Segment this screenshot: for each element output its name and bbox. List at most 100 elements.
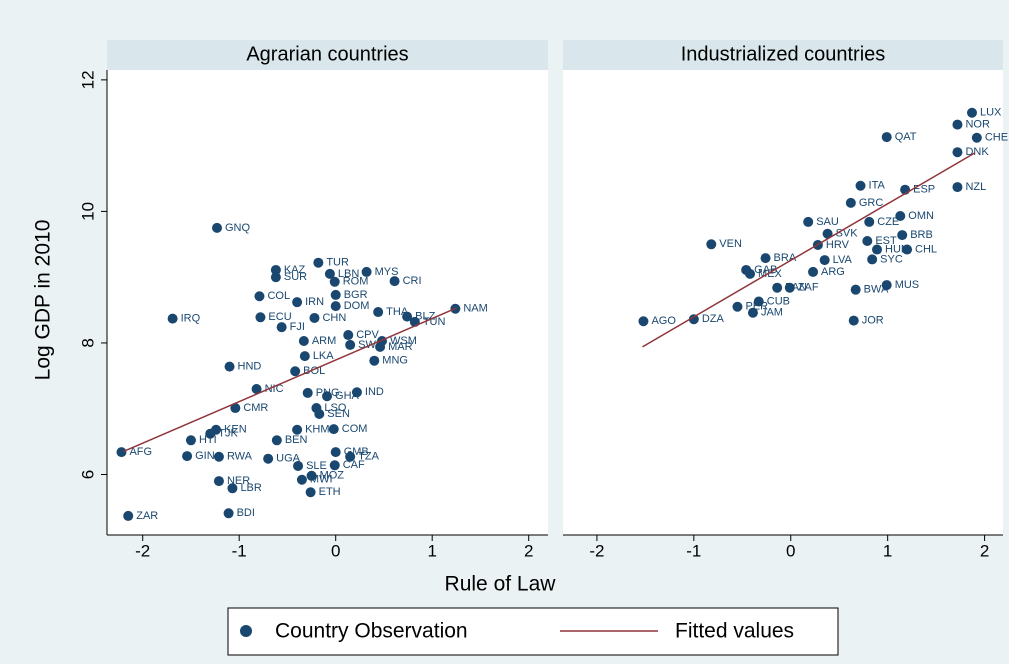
data-point xyxy=(872,244,883,255)
data-point xyxy=(760,253,771,264)
x-axis-label: Rule of Law xyxy=(445,573,557,596)
data-point xyxy=(389,276,400,287)
point-label: HND xyxy=(238,361,262,373)
point-label: HUN xyxy=(885,243,909,255)
point-label: CZE xyxy=(877,216,899,228)
data-point xyxy=(966,107,977,118)
x-tick-label: -2 xyxy=(135,541,150,560)
data-point xyxy=(254,291,265,302)
point-label: MAR xyxy=(388,341,413,353)
point-label: GRC xyxy=(859,197,884,209)
data-point xyxy=(292,297,303,308)
point-label: CHN xyxy=(322,312,346,324)
point-label: KHM xyxy=(305,424,329,436)
data-point xyxy=(263,453,274,464)
data-point xyxy=(213,476,224,487)
point-label: TZA xyxy=(358,451,379,463)
panel-title: Industrialized countries xyxy=(681,43,886,65)
x-tick-label: 2 xyxy=(980,541,989,560)
point-label: GHA xyxy=(335,390,360,402)
point-label: MOZ xyxy=(320,470,345,482)
panel-header xyxy=(563,40,1003,70)
point-label: WSM xyxy=(390,335,417,347)
point-label: TUN xyxy=(423,316,446,328)
y-tick-label: 12 xyxy=(78,70,97,89)
point-label: NIC xyxy=(265,383,284,395)
data-point xyxy=(753,296,764,307)
plot-area xyxy=(563,70,1003,535)
data-point xyxy=(324,268,335,279)
point-label: CPV xyxy=(356,329,379,341)
data-point xyxy=(881,280,892,291)
point-label: BEN xyxy=(285,434,308,446)
data-point xyxy=(902,244,913,255)
data-point xyxy=(227,483,238,494)
data-point xyxy=(822,228,833,239)
data-point xyxy=(402,311,413,322)
point-label: GIN xyxy=(195,450,215,462)
data-point xyxy=(255,312,266,323)
point-label: DZA xyxy=(702,313,725,325)
point-label: JOR xyxy=(862,314,884,326)
data-point xyxy=(688,314,699,325)
data-point xyxy=(706,239,717,250)
data-point xyxy=(328,424,339,435)
y-tick-label: 8 xyxy=(78,338,97,347)
data-point xyxy=(732,301,743,312)
data-point xyxy=(298,335,309,346)
point-label: ZAR xyxy=(136,510,158,522)
point-label: EST xyxy=(875,235,897,247)
data-point xyxy=(638,316,649,327)
point-label: TJK xyxy=(218,428,238,440)
x-tick-label: 0 xyxy=(331,541,340,560)
point-label: MUS xyxy=(895,279,919,291)
point-label: HRV xyxy=(826,239,850,251)
data-point xyxy=(971,132,982,143)
data-point xyxy=(290,366,301,377)
point-label: SAU xyxy=(816,216,839,228)
data-point xyxy=(747,307,758,318)
point-label: VEN xyxy=(719,238,742,250)
point-label: CAF xyxy=(343,459,365,471)
point-label: CRI xyxy=(403,275,422,287)
data-point xyxy=(213,451,224,462)
point-label: IRN xyxy=(305,296,324,308)
data-point xyxy=(270,272,281,283)
x-tick-label: -2 xyxy=(589,541,604,560)
point-label: CMR xyxy=(243,402,268,414)
point-label: CUB xyxy=(767,295,790,307)
point-label: BGR xyxy=(344,289,368,301)
panel-title: Agrarian countries xyxy=(246,43,408,65)
data-point xyxy=(952,182,963,193)
data-point xyxy=(375,341,386,352)
legend-marker xyxy=(240,625,252,637)
point-label: KEN xyxy=(224,424,247,436)
point-label: ARM xyxy=(312,335,336,347)
point-label: GNQ xyxy=(225,222,251,234)
data-point xyxy=(373,307,384,318)
point-label: MYS xyxy=(375,266,399,278)
data-point xyxy=(293,460,304,471)
point-label: BWA xyxy=(864,284,889,296)
point-label: IND xyxy=(365,386,384,398)
point-label: SLE xyxy=(306,460,327,472)
point-label: IRQ xyxy=(181,313,201,325)
point-label: MEX xyxy=(758,268,783,280)
point-label: ECU xyxy=(268,311,291,323)
data-point xyxy=(855,180,866,191)
data-point xyxy=(314,408,325,419)
y-axis-label: Log GDP in 2010 xyxy=(32,220,55,381)
point-label: LBR xyxy=(240,482,261,494)
x-tick-label: 2 xyxy=(524,541,533,560)
point-label: BDI xyxy=(237,507,255,519)
data-point xyxy=(299,351,310,362)
data-point xyxy=(845,197,856,208)
point-label: MNG xyxy=(382,355,408,367)
point-label: JAM xyxy=(761,307,783,319)
data-point xyxy=(329,276,340,287)
data-point xyxy=(182,451,193,462)
data-point xyxy=(116,447,127,458)
data-point xyxy=(361,266,372,277)
point-label: TUR xyxy=(326,257,349,269)
point-label: NAM xyxy=(463,303,487,315)
